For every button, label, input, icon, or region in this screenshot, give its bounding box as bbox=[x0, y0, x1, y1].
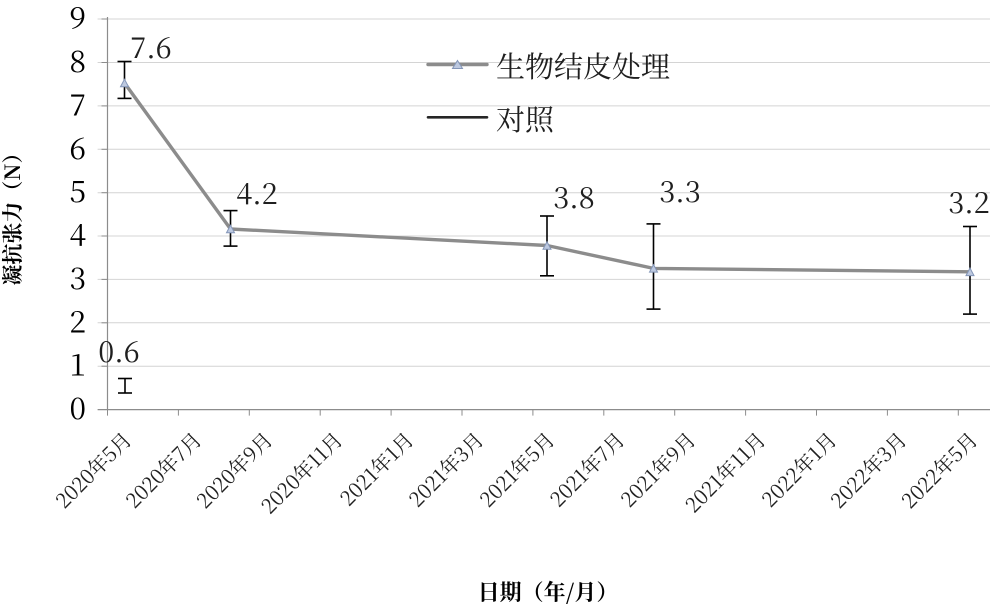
svg-text:日期（年/月）: 日期（年/月） bbox=[478, 576, 619, 607]
svg-text:对照: 对照 bbox=[496, 98, 555, 139]
svg-text:3.2: 3.2 bbox=[948, 181, 989, 222]
svg-text:0.6: 0.6 bbox=[98, 330, 139, 371]
svg-text:0: 0 bbox=[70, 384, 87, 428]
svg-text:4.2: 4.2 bbox=[236, 172, 277, 213]
svg-text:3.3: 3.3 bbox=[659, 170, 700, 211]
svg-text:3: 3 bbox=[70, 254, 87, 298]
svg-text:7: 7 bbox=[70, 80, 87, 124]
svg-text:9: 9 bbox=[70, 0, 87, 38]
svg-text:1: 1 bbox=[70, 341, 87, 385]
svg-text:2: 2 bbox=[70, 297, 87, 341]
svg-text:4: 4 bbox=[70, 211, 87, 255]
svg-text:5: 5 bbox=[70, 167, 87, 211]
svg-text:3.8: 3.8 bbox=[553, 176, 594, 217]
svg-text:凝抗张力（N）: 凝抗张力（N） bbox=[0, 142, 27, 285]
svg-text:8: 8 bbox=[70, 37, 87, 81]
svg-text:6: 6 bbox=[70, 124, 87, 168]
svg-text:生物结皮处理: 生物结皮处理 bbox=[496, 45, 670, 86]
svg-text:7.6: 7.6 bbox=[130, 26, 171, 67]
